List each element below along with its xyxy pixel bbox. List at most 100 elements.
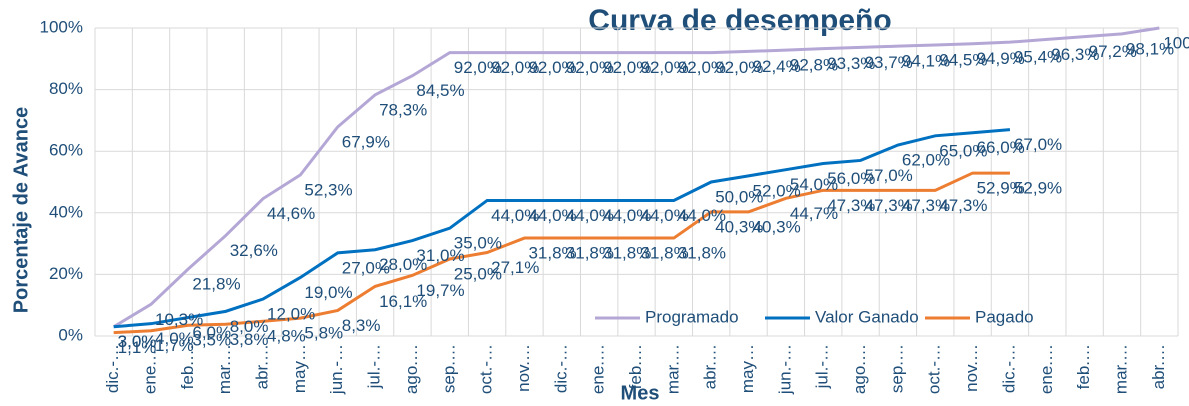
data-label: 56,0% (827, 169, 875, 188)
data-label: 5,8% (304, 324, 343, 343)
data-label: 31,8% (566, 244, 614, 263)
data-label: 52,9% (977, 179, 1025, 198)
data-label: 94,9% (977, 49, 1025, 68)
data-label: 19,0% (304, 283, 352, 302)
x-tick-label: sep.… (887, 344, 906, 393)
x-tick-label: ene.… (1037, 344, 1056, 394)
series-line (113, 171, 1010, 335)
data-label: 31,8% (641, 244, 689, 263)
data-label: 92,8% (790, 56, 838, 75)
x-tick-label: mar.… (215, 344, 234, 394)
data-label: 52,9% (1014, 179, 1062, 198)
data-label: 62,0% (902, 151, 950, 170)
data-label: 44,0% (678, 206, 726, 225)
data-label: 97,2% (1089, 42, 1137, 61)
data-label: 3,5% (192, 331, 231, 350)
x-tick-label: feb.… (626, 344, 645, 389)
y-tick-label: 40% (49, 202, 83, 221)
data-label: 47,3% (902, 196, 950, 215)
data-label: 65,0% (939, 141, 987, 160)
data-label: 93,7% (865, 53, 913, 72)
x-axis-label: Mes (621, 382, 660, 404)
data-label: 1,7% (155, 336, 194, 355)
data-label: 31,8% (603, 244, 651, 263)
x-tick-label: ago.… (402, 344, 421, 394)
data-label: 84,5% (416, 81, 464, 100)
x-tick-label: sep.… (439, 344, 458, 393)
x-tick-label: jul.-… (365, 344, 384, 389)
data-label: 21,8% (192, 274, 240, 293)
x-tick-label: dic.-… (551, 344, 570, 393)
data-label: 92,0% (715, 58, 763, 77)
data-label: 31,8% (528, 244, 576, 263)
y-tick-label: 60% (49, 141, 83, 160)
data-label: 25,0% (454, 264, 502, 283)
data-label: 78,3% (379, 100, 427, 119)
data-label: 27,1% (491, 258, 539, 277)
x-tick-label: may… (738, 344, 757, 393)
data-label: 3,8% (230, 330, 269, 349)
data-label: 92,0% (566, 58, 614, 77)
data-label: 96,3% (1051, 45, 1099, 64)
x-tick-label: feb.… (178, 344, 197, 389)
data-label: 52,3% (304, 180, 352, 199)
x-tick-label: abr.… (1149, 344, 1168, 389)
data-label: 92,0% (603, 58, 651, 77)
data-label: 92,0% (454, 58, 502, 77)
data-label: 95,4% (1014, 48, 1062, 67)
x-tick-label: dic.-… (103, 344, 122, 393)
y-tick-label: 100% (40, 17, 83, 36)
x-tick-label: jun.-… (775, 344, 794, 395)
data-label: 8,0% (230, 317, 269, 336)
data-label: 67,0% (1014, 135, 1062, 154)
data-label: 92,0% (641, 58, 689, 77)
x-tick-label: oct.-… (477, 344, 496, 394)
data-label: 35,0% (454, 234, 502, 253)
legend-label: Programado (645, 307, 739, 326)
data-label: 3,0% (118, 332, 157, 351)
y-tick-label: 20% (49, 264, 83, 283)
x-tick-label: ene.… (141, 344, 160, 394)
data-label: 92,0% (678, 58, 726, 77)
data-label: 31,8% (678, 244, 726, 263)
x-tick-label: feb.… (1074, 344, 1093, 389)
data-label: 44,0% (603, 206, 651, 225)
data-label: 12,0% (267, 305, 315, 324)
y-tick-label: 0% (58, 325, 83, 344)
data-label: 3,0% (118, 332, 157, 351)
data-label: 31,0% (416, 246, 464, 265)
legend-label: Valor Ganado (815, 307, 919, 326)
data-label: 19,7% (416, 281, 464, 300)
data-label: 100,0% (1163, 33, 1189, 52)
data-label: 16,1% (379, 292, 427, 311)
data-label: 67,9% (342, 132, 390, 151)
x-tick-label: nov.… (514, 344, 533, 392)
data-label: 4,0% (155, 329, 194, 348)
data-label: 27,0% (342, 258, 390, 277)
data-label: 44,0% (528, 206, 576, 225)
data-label: 94,5% (939, 50, 987, 69)
x-tick-label: jul.-… (813, 344, 832, 389)
data-label: 44,6% (267, 204, 315, 223)
x-tick-label: abr.… (701, 344, 720, 389)
data-label: 50,0% (715, 187, 763, 206)
series-line (113, 128, 1011, 329)
data-label: 54,0% (790, 175, 838, 194)
data-label: 44,0% (491, 206, 539, 225)
data-label: 47,3% (939, 196, 987, 215)
data-label: 32,6% (230, 241, 278, 260)
data-label: 4,8% (267, 327, 306, 346)
x-tick-label: nov.… (962, 344, 981, 392)
data-label: 44,0% (641, 206, 689, 225)
data-label: 57,0% (865, 166, 913, 185)
data-label: 44,0% (566, 206, 614, 225)
x-tick-label: oct.-… (925, 344, 944, 394)
legend-label: Pagado (975, 307, 1034, 326)
x-tick-label: mar.… (663, 344, 682, 394)
x-tick-label: jun.-… (327, 344, 346, 395)
data-label: 66,0% (977, 138, 1025, 157)
data-label: 6,0% (192, 323, 231, 342)
data-label: 98,1% (1126, 39, 1174, 58)
x-tick-label: dic.-… (999, 344, 1018, 393)
